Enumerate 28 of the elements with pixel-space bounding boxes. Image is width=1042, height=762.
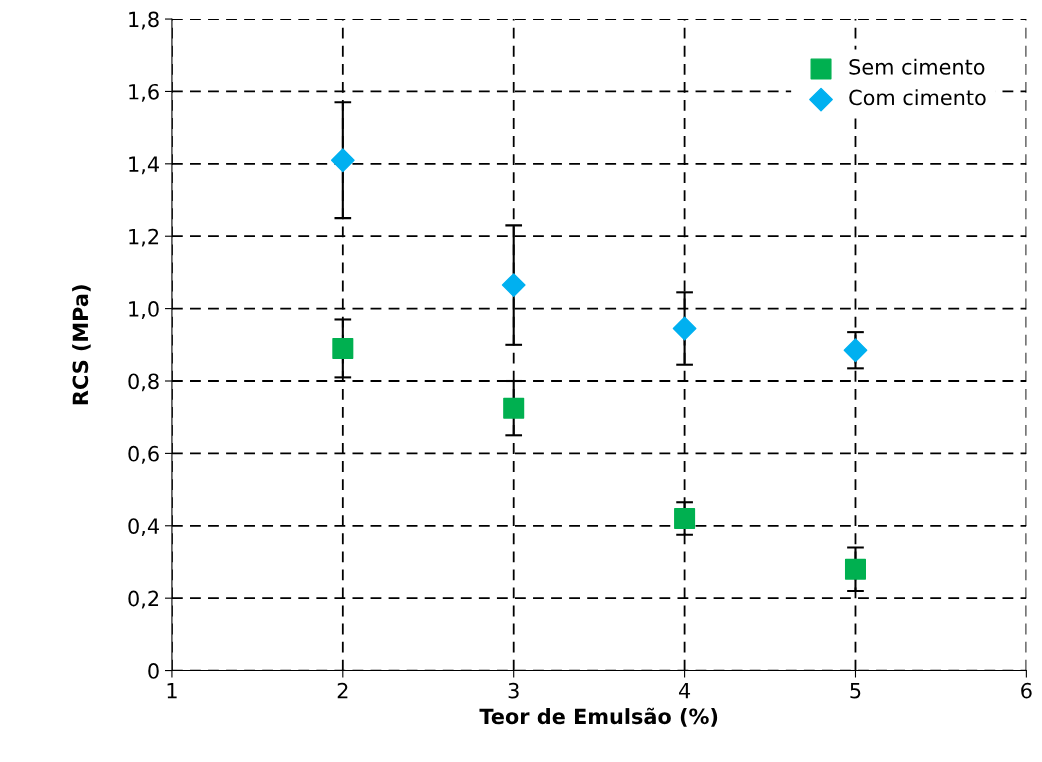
point [330, 148, 355, 173]
point [672, 316, 697, 341]
point [503, 397, 525, 419]
y-tick-label: 0,2 [128, 590, 159, 609]
x-tick-label: 3 [508, 682, 519, 699]
point [843, 338, 868, 363]
point [501, 273, 526, 297]
y-tick-label: 0,6 [128, 445, 159, 464]
y-tick-label: 0 [148, 663, 159, 679]
x-tick-label: 1 [167, 683, 177, 699]
x-tick-label: 6 [1021, 682, 1032, 699]
y-tick-label: 1,8 [129, 11, 159, 30]
legend-label: Com cimento [849, 89, 986, 106]
y-tick-label: 1,2 [129, 228, 159, 247]
point [332, 337, 354, 359]
y-tick-label: 0,8 [128, 373, 159, 392]
y-axis-title: RCS (MPa) [72, 285, 91, 405]
y-tick-label: 1,0 [129, 301, 159, 319]
point [674, 508, 696, 530]
y-tick-label: 0,4 [128, 518, 159, 537]
y-tick-label: 1,4 [129, 156, 159, 175]
x-tick-label: 5 [850, 683, 861, 699]
point [844, 558, 866, 580]
x-tick-label: 2 [337, 682, 348, 699]
x-axis-title: Teor de Emulsão (%) [479, 707, 718, 727]
y-tick-label: 1,6 [129, 83, 159, 102]
x-tick-label: 4 [678, 683, 691, 699]
legend-label: Sem cimento [849, 58, 985, 75]
